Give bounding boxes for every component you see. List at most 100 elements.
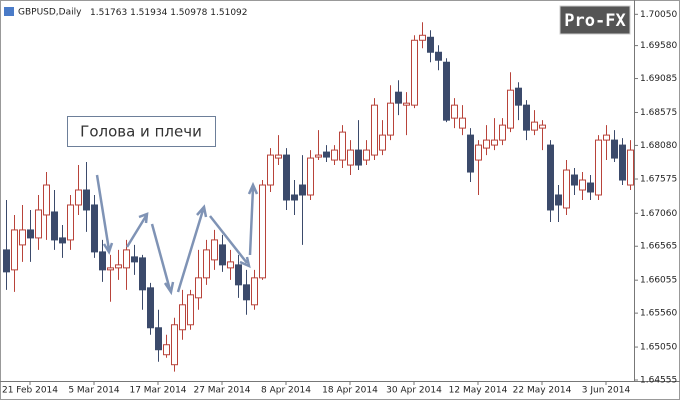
annotation-box — [67, 116, 216, 147]
candle-body — [107, 267, 114, 271]
annotation: Голова и плечи — [80, 123, 202, 141]
y-tick-label: 1.66055 — [640, 276, 677, 286]
y-tick-label: 1.67060 — [640, 209, 677, 219]
candle-body — [435, 51, 442, 61]
symbol-icon — [4, 7, 14, 16]
ohlc-header: 1.51763 1.51934 1.50978 1.51092 — [90, 8, 248, 18]
candle-body — [451, 104, 458, 119]
arrow — [150, 223, 175, 296]
candle-body — [307, 157, 314, 196]
arrow — [125, 212, 149, 248]
arrow — [209, 215, 251, 269]
candle-body — [115, 264, 122, 269]
arrow — [95, 174, 114, 255]
x-tick-label: 12 May 2014 — [449, 386, 508, 396]
x-tick-label: 27 Mar 2014 — [193, 386, 250, 396]
candle-body — [147, 287, 154, 329]
candle-body — [411, 39, 418, 106]
candle-body — [467, 134, 474, 173]
y-tick-label: 1.69085 — [640, 74, 677, 84]
candle-body — [203, 249, 210, 279]
candle-body — [19, 229, 26, 246]
candle-body — [315, 154, 322, 158]
ohlc-value: 1.51763 — [90, 8, 127, 18]
y-tick-label: 1.67575 — [640, 175, 677, 185]
candle-body — [195, 277, 202, 299]
candle-body — [75, 189, 82, 206]
x-tick-label: 17 Mar 2014 — [129, 386, 186, 396]
candle-body — [179, 304, 186, 331]
y-tick-label: 1.65560 — [640, 309, 677, 319]
candle-body — [243, 284, 250, 301]
candle-body — [403, 102, 410, 106]
candle-body — [459, 117, 466, 129]
candle-body — [99, 251, 106, 271]
candle-body — [155, 327, 162, 351]
candle-body — [131, 256, 138, 263]
candle-body — [219, 244, 226, 266]
candle-body — [299, 184, 306, 196]
candle-body — [515, 87, 522, 106]
candle-body — [371, 104, 378, 156]
candle-body — [211, 239, 218, 261]
candle-body — [363, 149, 370, 161]
candle-body — [35, 209, 42, 239]
candle-body — [523, 104, 530, 131]
arrow — [247, 181, 259, 256]
candle-body — [139, 257, 146, 291]
y-tick-label: 1.68080 — [640, 141, 677, 151]
candle-body — [51, 211, 58, 241]
candle-body — [611, 139, 618, 159]
candle-body — [499, 124, 506, 141]
candle-body — [579, 179, 586, 191]
pattern-arrows — [95, 174, 259, 296]
candle-body — [595, 139, 602, 196]
candle-body — [227, 261, 234, 269]
y-tick-label: 1.66565 — [640, 242, 677, 252]
x-tick-label: 3 Jun 2014 — [582, 386, 631, 396]
x-tick-label: 30 Apr 2014 — [386, 386, 442, 396]
y-tick-label: 1.70050 — [640, 10, 677, 20]
candle-body — [507, 89, 514, 129]
ohlc-value: 1.50978 — [170, 8, 207, 18]
ohlc-value: 1.51092 — [210, 8, 247, 18]
candle-body — [187, 294, 194, 326]
candle-body — [347, 149, 354, 166]
candle-body — [123, 249, 130, 269]
y-tick-label: 1.64555 — [640, 376, 677, 386]
candle-body — [251, 277, 258, 306]
chart-title: GBPUSD,Daily — [18, 8, 82, 18]
candle-body — [547, 144, 554, 211]
candle-body — [67, 204, 74, 241]
candle-body — [395, 91, 402, 104]
candle-body — [475, 144, 482, 161]
candle-body — [11, 229, 18, 271]
candle-body — [619, 144, 626, 181]
candle-body — [259, 184, 266, 279]
candle-body — [27, 229, 34, 239]
candle-body — [539, 124, 546, 129]
candle-body — [555, 194, 562, 206]
candle-body — [587, 182, 594, 193]
candle-body — [83, 189, 90, 211]
candle-body — [419, 34, 426, 41]
ohlc-value: 1.51934 — [130, 8, 167, 18]
candle-body — [283, 154, 290, 201]
x-tick-label: 18 Apr 2014 — [322, 386, 378, 396]
candle-body — [91, 204, 98, 253]
candle-body — [563, 169, 570, 209]
candle-body — [275, 154, 282, 159]
candle-body — [163, 344, 170, 356]
x-tick-label: 5 Mar 2014 — [68, 386, 120, 396]
y-tick-label: 1.69580 — [640, 41, 677, 51]
candle-body — [339, 131, 346, 161]
candle-body — [427, 36, 434, 53]
x-tick-label: 21 Feb 2014 — [2, 386, 58, 396]
candle-body — [267, 154, 274, 186]
watermark-box — [559, 5, 631, 35]
candle-body — [603, 134, 610, 141]
y-tick-label: 1.68575 — [640, 108, 677, 118]
